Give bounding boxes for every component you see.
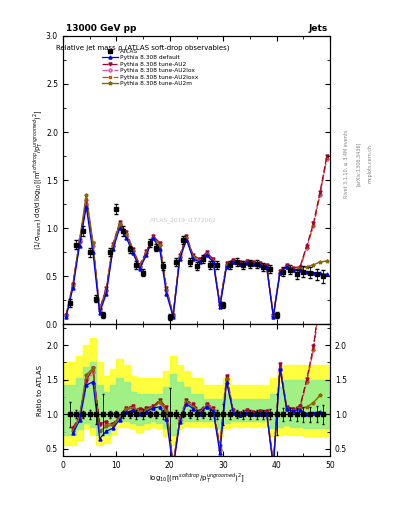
Text: ATLAS_2019_I1772062: ATLAS_2019_I1772062: [150, 218, 217, 223]
Text: mcplots.cern.ch: mcplots.cern.ch: [367, 144, 373, 183]
Text: [arXiv:1306.3436]: [arXiv:1306.3436]: [356, 142, 361, 186]
Text: Jets: Jets: [308, 24, 327, 33]
Text: 13000 GeV pp: 13000 GeV pp: [66, 24, 136, 33]
Legend: ATLAS, Pythia 8.308 default, Pythia 8.308 tune-AU2, Pythia 8.308 tune-AU2lox, Py: ATLAS, Pythia 8.308 default, Pythia 8.30…: [101, 48, 200, 88]
Text: Rivet 3.1.10, ≥ 3.4M events: Rivet 3.1.10, ≥ 3.4M events: [344, 130, 349, 198]
Y-axis label: (1/σ$_{resum}$) dσ/d log$_{10}$[(m$^{soft drop}$/p$_T^{ungroomed}$)$^2$]: (1/σ$_{resum}$) dσ/d log$_{10}$[(m$^{sof…: [31, 110, 44, 250]
Text: Relative jet mass ρ (ATLAS soft-drop observables): Relative jet mass ρ (ATLAS soft-drop obs…: [56, 45, 230, 51]
X-axis label: log$_{10}$[(m$^{soft drop}$/p$_T^{ungroomed}$)$^2$]: log$_{10}$[(m$^{soft drop}$/p$_T^{ungroo…: [149, 472, 244, 485]
Y-axis label: Ratio to ATLAS: Ratio to ATLAS: [37, 365, 43, 416]
